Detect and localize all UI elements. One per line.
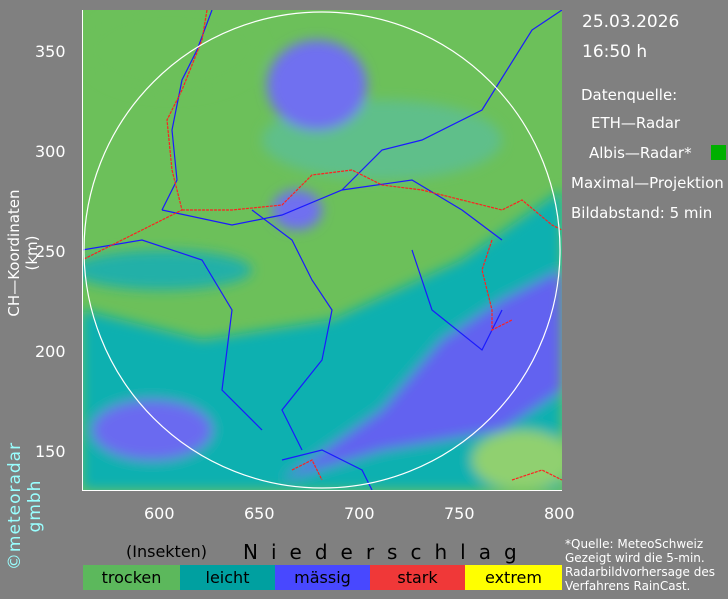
rivers-lakes <box>82 10 562 490</box>
source-label: Datenquelle: <box>581 86 678 104</box>
time: 16:50 h <box>582 42 648 62</box>
moderate-rain-area <box>267 40 367 130</box>
note-line-4: Verfahrens RainCast. <box>565 579 691 593</box>
source-albis: Albis—Radar* <box>589 144 692 162</box>
x-tick-800: 800 <box>544 504 575 523</box>
legend-leicht: leicht <box>180 565 275 590</box>
note-line-3: Radarbildvorhersage des <box>565 565 715 579</box>
projection: Maximal—Projektion <box>571 174 724 192</box>
note-line-1: *Quelle: MeteoSchweiz <box>565 537 704 551</box>
x-tick-750: 750 <box>444 504 475 523</box>
y-tick-200: 200 <box>35 342 66 361</box>
legend-title: Niederschlag <box>243 540 530 564</box>
radar-overlay <box>82 10 562 490</box>
national-border <box>82 10 562 481</box>
legend-stark: stark <box>370 565 465 590</box>
note-line-2: Gezeigt wird die 5-min. <box>565 551 705 565</box>
y-tick-300: 300 <box>35 142 66 161</box>
interval: Bildabstand: 5 min <box>571 204 713 222</box>
date: 25.03.2026 <box>582 12 680 32</box>
y-axis-label: CH—Koordinaten (km) <box>5 189 41 317</box>
legend-maessig: mässig <box>275 565 370 590</box>
moderate-rain-area <box>92 400 212 460</box>
y-tick-250: 250 <box>35 242 66 261</box>
dry-area <box>472 430 562 490</box>
source-indicator <box>711 145 726 160</box>
radar-range-circle <box>83 11 561 489</box>
x-axis-line <box>82 490 562 499</box>
legend-trocken: trocken <box>83 565 180 590</box>
precipitation-areas <box>82 10 562 490</box>
moderate-rain-area <box>272 190 322 230</box>
y-tick-350: 350 <box>35 42 66 61</box>
x-tick-650: 650 <box>244 504 275 523</box>
legend-extrem: extrem <box>465 565 562 590</box>
source-eth: ETH—Radar <box>591 114 681 132</box>
light-rain-area <box>82 250 252 290</box>
dry-area <box>82 10 262 95</box>
brand-logo: ©meteoradar gmbh <box>5 441 45 571</box>
x-tick-600: 600 <box>144 504 175 523</box>
insects-label: (Insekten) <box>126 542 208 561</box>
x-tick-700: 700 <box>344 504 375 523</box>
radar-map[interactable] <box>82 10 562 490</box>
y-tick-150: 150 <box>35 442 66 461</box>
y-axis-line <box>78 10 83 490</box>
